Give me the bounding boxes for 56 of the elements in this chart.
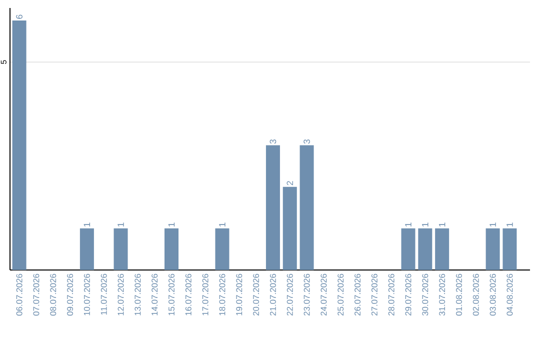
x-tick-label: 08.07.2026 bbox=[50, 274, 56, 316]
bar bbox=[502, 228, 517, 270]
x-tick-label: 21.07.2026 bbox=[270, 274, 276, 316]
x-tick-label: 18.07.2026 bbox=[219, 274, 226, 316]
x-tick-label: 14.07.2026 bbox=[152, 274, 158, 316]
data-label: 1 bbox=[405, 222, 412, 227]
bar bbox=[282, 186, 297, 270]
x-tick-label: 09.07.2026 bbox=[67, 274, 74, 316]
bar bbox=[80, 228, 94, 270]
x-tick-label: 22.07.2026 bbox=[286, 274, 293, 316]
x-tick-label: 25.07.2026 bbox=[338, 274, 344, 316]
x-tick-label: 29.07.2026 bbox=[405, 274, 412, 316]
data-label: 1 bbox=[219, 222, 226, 227]
bar bbox=[300, 145, 314, 270]
bar bbox=[266, 145, 280, 270]
x-tick-label: 24.07.2026 bbox=[320, 274, 327, 316]
x-tick-label: 12.07.2026 bbox=[118, 274, 124, 316]
data-label: 6 bbox=[16, 14, 22, 19]
data-label: 3 bbox=[270, 139, 276, 144]
data-label: 1 bbox=[422, 222, 428, 227]
x-tick-label: 06.07.2026 bbox=[16, 274, 22, 316]
x-tick-label: 11.07.2026 bbox=[100, 274, 107, 315]
x-tick-label: 28.07.2026 bbox=[388, 274, 394, 316]
data-label: 3 bbox=[304, 139, 310, 144]
x-tick-label: 03.08.2026 bbox=[490, 274, 496, 316]
x-tick-label: 17.07.2026 bbox=[202, 274, 208, 316]
data-label: 1 bbox=[168, 222, 175, 227]
bar bbox=[114, 228, 128, 270]
x-tick-label: 01.08.2026 bbox=[456, 274, 462, 316]
x-tick-label: 04.08.2026 bbox=[506, 274, 513, 316]
x-tick-label: 20.07.2026 bbox=[253, 274, 260, 316]
bar bbox=[401, 228, 416, 270]
data-label: 1 bbox=[490, 222, 496, 227]
x-tick-label: 10.07.2026 bbox=[84, 274, 90, 316]
x-tick-label: 02.08.2026 bbox=[472, 274, 479, 316]
x-tick-label: 19.07.2026 bbox=[236, 274, 242, 316]
data-label: 1 bbox=[84, 222, 90, 227]
x-tick-label: 31.07.2026 bbox=[439, 274, 446, 316]
x-tick-label: 26.07.2026 bbox=[354, 274, 361, 316]
data-label: 1 bbox=[118, 222, 124, 227]
data-label: 1 bbox=[438, 222, 446, 227]
data-label: 2 bbox=[286, 181, 294, 186]
x-tick-label: 15.07.2026 bbox=[168, 274, 174, 316]
x-tick-label: 13.07.2026 bbox=[134, 274, 141, 316]
x-tick-label: 30.07.2026 bbox=[422, 274, 428, 316]
x-tick-label: 27.07.2026 bbox=[371, 274, 378, 316]
bar bbox=[12, 20, 26, 270]
x-tick-label: 07.07.2026 bbox=[33, 274, 40, 316]
x-tick-label: 16.07.2026 bbox=[185, 274, 192, 316]
bar bbox=[164, 228, 178, 270]
data-label: 1 bbox=[506, 222, 513, 227]
x-tick-label: 23.07.2026 bbox=[304, 274, 310, 316]
bar bbox=[215, 228, 230, 270]
bar bbox=[435, 228, 450, 270]
bar bbox=[486, 228, 500, 270]
bar bbox=[418, 228, 432, 270]
